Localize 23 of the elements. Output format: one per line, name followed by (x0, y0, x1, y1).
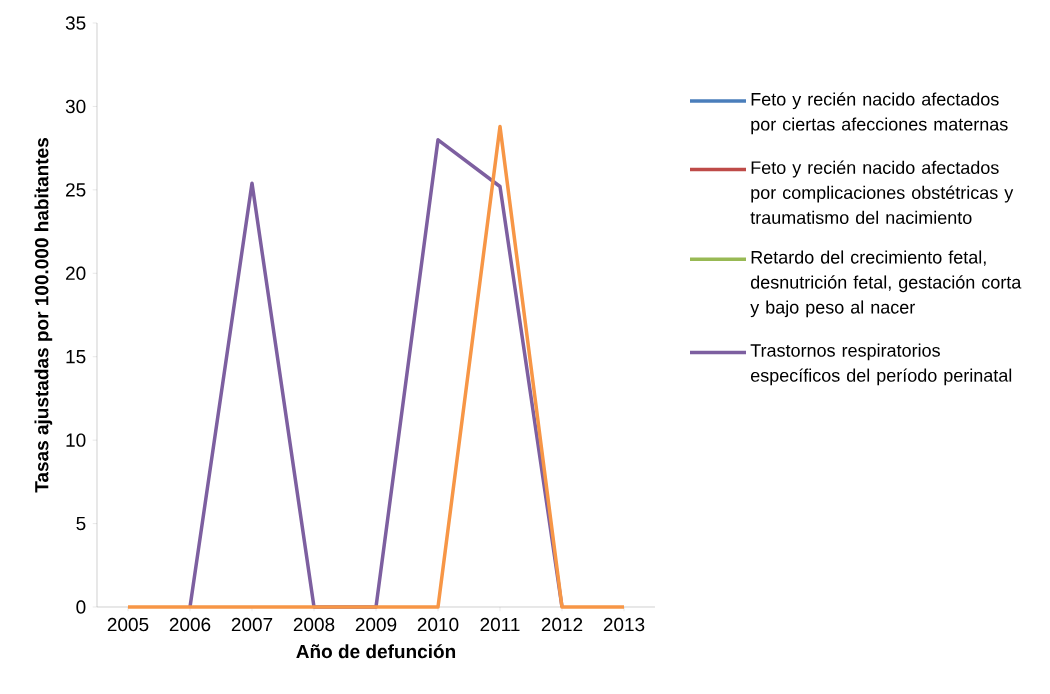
legend-label: Feto y recién nacido afectados por ciertas afecciones maternas (751, 92, 1008, 135)
x-tick-label: 2007 (231, 617, 273, 632)
y-tick-label: 0 (76, 600, 86, 614)
y-axis-title: Tasas ajustadas por 100.000 habitantes (34, 138, 53, 493)
y-tick-label: 10 (66, 433, 86, 447)
x-tick-label: 2010 (417, 617, 459, 632)
y-tick-label: 20 (66, 266, 86, 281)
x-tick-label: 2008 (293, 617, 335, 632)
legend-label: Trastornos respiratorios específicos del período perinatal (750, 343, 1012, 386)
y-tick-label: 5 (76, 516, 86, 531)
x-tick-label: 2011 (480, 617, 520, 632)
x-tick-label: 2005 (107, 617, 149, 632)
y-tick-label: 35 (65, 16, 86, 30)
legend-label: Retardo del crecimiento fetal, desnutrición fetal, gestación corta y bajo peso al nacer (750, 250, 1022, 318)
y-tick-label: 30 (65, 99, 86, 114)
legend-label: Feto y recién nacido afectados por complicaciones obstétricas y traumatismo del nacimiento (750, 160, 1014, 225)
x-axis-title: Año de defunción (296, 644, 456, 659)
x-tick-label: 2009 (355, 617, 397, 632)
y-tick-label: 15 (66, 350, 86, 364)
y-tick-label: 25 (66, 183, 86, 197)
x-tick-label: 2013 (603, 617, 645, 632)
x-tick-label: 2006 (169, 617, 211, 632)
x-tick-label: 2012 (541, 617, 583, 632)
